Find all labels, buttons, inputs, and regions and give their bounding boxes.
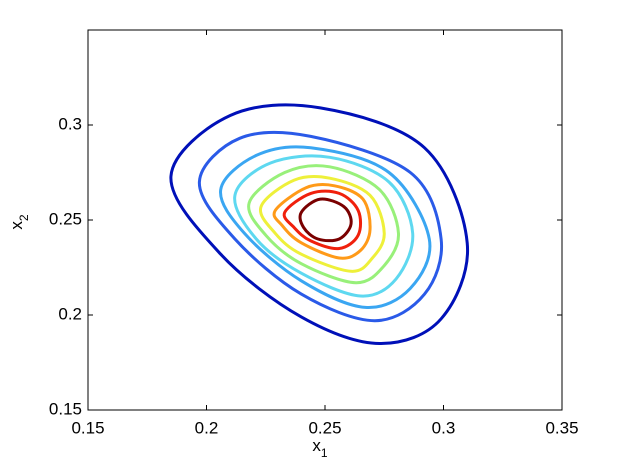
y-tick-label: 0.3 xyxy=(58,114,82,133)
contour-line xyxy=(169,103,470,346)
plot-frame xyxy=(87,29,563,411)
x-tick-label: 0.2 xyxy=(195,418,219,437)
x-tick-label: 0.25 xyxy=(308,418,341,437)
contour-line xyxy=(282,189,363,251)
contour-line xyxy=(197,130,444,323)
contour-line xyxy=(233,154,415,298)
contour-line xyxy=(298,197,353,243)
contour-line xyxy=(258,174,386,273)
x-tick-label: 0.3 xyxy=(432,418,456,437)
y-tick-label: 0.15 xyxy=(49,399,82,418)
x-tick-label: 0.35 xyxy=(545,418,578,437)
y-axis-label: x2 xyxy=(7,214,31,230)
y-tick-label: 0.25 xyxy=(49,209,82,228)
x-tick-label: 0.15 xyxy=(71,418,104,437)
contour-line xyxy=(247,164,400,285)
y-tick-label: 0.2 xyxy=(58,304,82,323)
contour-line xyxy=(272,182,372,260)
contour-line xyxy=(219,145,432,309)
x-axis-label: x1 xyxy=(312,436,328,460)
